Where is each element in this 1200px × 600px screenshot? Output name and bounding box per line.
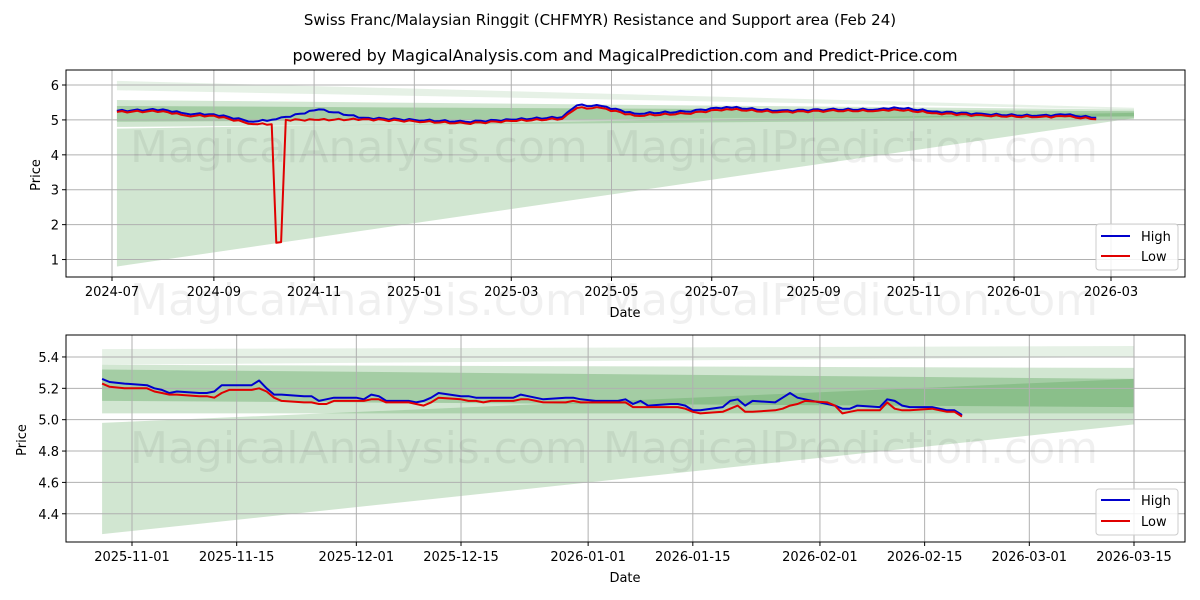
y-tick-label: 4.6 bbox=[38, 476, 59, 491]
x-tick-label: 2025-11 bbox=[887, 285, 941, 300]
watermark: MagicalPrediction.com bbox=[603, 122, 1098, 173]
y-tick-label: 4 bbox=[51, 149, 59, 164]
watermark: MagicalPrediction.com bbox=[603, 275, 1098, 326]
x-tick-label: 2026-01-15 bbox=[655, 550, 731, 565]
y-tick-label: 4.8 bbox=[38, 445, 59, 460]
x-tick-label: 2024-11 bbox=[287, 285, 341, 300]
legend-low-label: Low bbox=[1141, 515, 1167, 530]
legend-high-label: High bbox=[1141, 230, 1171, 245]
x-tick-label: 2026-03 bbox=[1084, 285, 1138, 300]
x-tick-label: 2026-01-01 bbox=[550, 550, 626, 565]
bottom-lines bbox=[101, 377, 963, 418]
bottom-axes-frame bbox=[65, 334, 1186, 543]
x-tick-label: 2025-11-15 bbox=[199, 550, 275, 565]
top-plot-area bbox=[66, 70, 1185, 277]
x-tick-label: 2026-01 bbox=[987, 285, 1041, 300]
top-y-axis-label: Price bbox=[29, 159, 44, 191]
legend-low-label: Low bbox=[1141, 250, 1167, 265]
top-x-axis-label: Date bbox=[609, 306, 640, 321]
y-tick-label: 5 bbox=[51, 114, 59, 129]
series-low-line bbox=[101, 382, 963, 418]
bottom-legend: High Low bbox=[1095, 488, 1179, 536]
x-tick-label: 2026-03-15 bbox=[1096, 550, 1172, 565]
top-ticks: 2024-07 2024-09 2024-11 2025-01 2025-03 2025-… bbox=[51, 79, 1138, 300]
y-tick-label: 5.2 bbox=[38, 382, 59, 397]
series-high-line bbox=[116, 103, 1097, 124]
x-tick-label: 2026-02-15 bbox=[887, 550, 963, 565]
band-outer-resistance bbox=[102, 345, 1134, 365]
y-tick-label: 2 bbox=[51, 219, 59, 234]
series-low-line bbox=[116, 106, 1097, 244]
y-tick-label: 5.4 bbox=[38, 351, 59, 366]
x-tick-label: 2024-07 bbox=[85, 285, 139, 300]
bottom-plot-area bbox=[66, 335, 1185, 542]
x-tick-label: 2025-05 bbox=[584, 285, 638, 300]
watermark: MagicalAnalysis.com bbox=[130, 275, 588, 326]
x-tick-label: 2025-07 bbox=[685, 285, 739, 300]
watermark: MagicalAnalysis.com bbox=[130, 423, 588, 474]
x-tick-label: 2025-01 bbox=[387, 285, 441, 300]
bottom-grid bbox=[66, 335, 1185, 542]
y-tick-label: 4.4 bbox=[38, 508, 59, 523]
x-tick-label: 2025-11-01 bbox=[94, 550, 170, 565]
x-tick-label: 2024-09 bbox=[187, 285, 241, 300]
band-outer-resistance bbox=[116, 80, 1135, 110]
top-legend: High Low bbox=[1095, 223, 1179, 271]
x-tick-label: 2025-12-01 bbox=[319, 550, 395, 565]
chart-title: Swiss Franc/Malaysian Ringgit (CHFMYR) R… bbox=[303, 11, 897, 29]
y-tick-label: 5.0 bbox=[38, 414, 59, 429]
bottom-y-axis-label: Price bbox=[15, 424, 30, 456]
x-tick-label: 2026-02-01 bbox=[782, 550, 858, 565]
top-grid bbox=[66, 70, 1185, 277]
top-axes-frame bbox=[65, 69, 1186, 278]
top-chart: MagicalAnalysis.com MagicalPrediction.co… bbox=[29, 69, 1186, 326]
bottom-x-axis-label: Date bbox=[609, 571, 640, 586]
top-lines bbox=[116, 103, 1097, 244]
bottom-ticks: 2025-11-01 2025-11-15 2025-12-01 2025-12-15… bbox=[38, 351, 1171, 565]
chart-subtitle: powered by MagicalAnalysis.com and Magic… bbox=[292, 46, 958, 65]
x-tick-label: 2025-12-15 bbox=[423, 550, 499, 565]
watermark: MagicalPrediction.com bbox=[603, 423, 1098, 474]
y-tick-label: 3 bbox=[51, 184, 59, 199]
y-tick-label: 6 bbox=[51, 79, 59, 94]
watermark: MagicalAnalysis.com bbox=[130, 122, 588, 173]
x-tick-label: 2026-03-01 bbox=[992, 550, 1068, 565]
y-tick-label: 1 bbox=[51, 254, 59, 269]
legend-high-label: High bbox=[1141, 494, 1171, 509]
x-tick-label: 2025-09 bbox=[786, 285, 840, 300]
bottom-chart: MagicalAnalysis.com MagicalPrediction.co… bbox=[15, 334, 1186, 586]
band-support bbox=[102, 378, 1134, 535]
x-tick-label: 2025-03 bbox=[484, 285, 538, 300]
